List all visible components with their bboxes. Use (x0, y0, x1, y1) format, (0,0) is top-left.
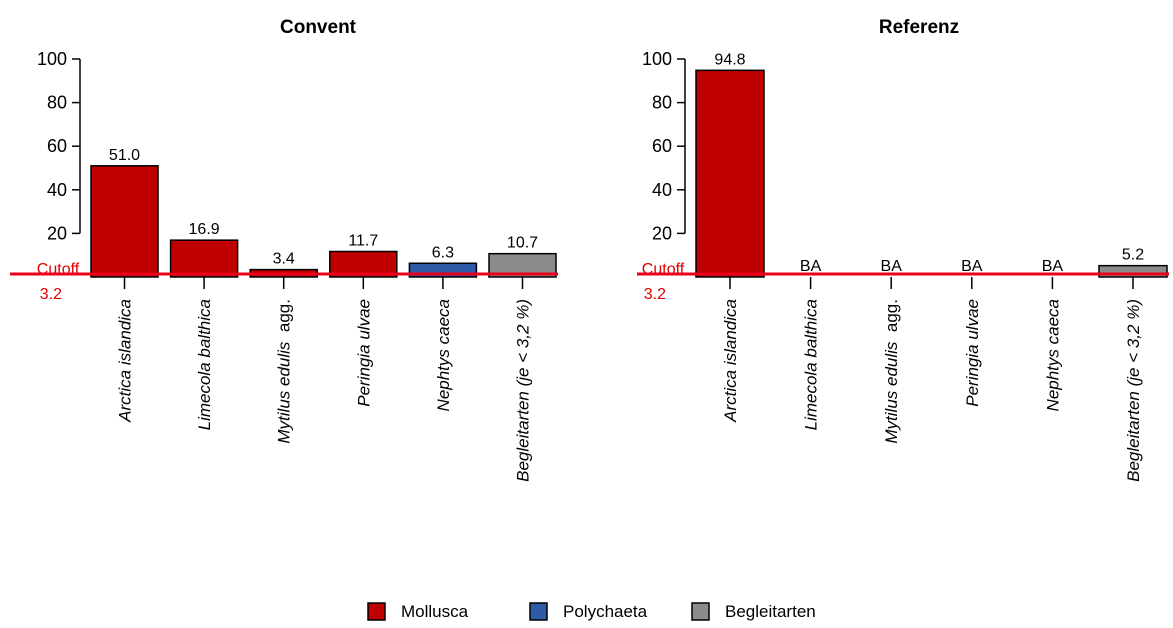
x-category-label: Arctica islandica (721, 299, 740, 423)
legend: Mollusca Polychaeta Begleitarten (367, 602, 816, 621)
x-category-label: Peringia ulvae (963, 299, 982, 407)
bar-value-label: 5.2 (1122, 247, 1144, 264)
bar-value-label: 16.9 (189, 221, 220, 238)
y-tick-label: 100 (37, 49, 67, 69)
x-category-label: Arctica islandica (116, 299, 135, 423)
bar-value-label: BA (881, 258, 903, 275)
y-tick-label: 20 (47, 223, 67, 243)
bar-value-label: BA (961, 258, 983, 275)
x-category-label: Begleitarten (je < 3,2 %) (1124, 299, 1143, 482)
y-tick-label: 80 (652, 93, 672, 113)
y-tick-label: 40 (652, 180, 672, 200)
legend-swatch (691, 602, 710, 621)
y-tick-label: 40 (47, 180, 67, 200)
y-tick-label: 60 (47, 136, 67, 156)
legend-label: Mollusca (401, 602, 469, 621)
bar-value-label: 3.4 (273, 251, 295, 268)
y-tick-label: 80 (47, 93, 67, 113)
bar (90, 165, 159, 278)
legend-swatch (529, 602, 548, 621)
y-tick-label: 100 (642, 49, 672, 69)
chart-title: Referenz (879, 17, 959, 38)
x-category-label: Mytilus edulis agg. (275, 299, 294, 444)
cutoff-value-label: 3.2 (644, 286, 666, 303)
y-tick-label: 20 (652, 223, 672, 243)
bar-value-label: 11.7 (348, 232, 378, 249)
bar-value-label: 51.0 (109, 147, 140, 164)
bar-value-label: 6.3 (432, 244, 454, 261)
chart-panel-1: Referenz20406080100Cutoff3.294.8Arctica … (637, 17, 1169, 482)
chart-title: Convent (280, 17, 357, 38)
x-category-label: Limecola balthica (195, 299, 214, 430)
x-category-label: Mytilus edulis agg. (882, 299, 901, 444)
x-category-label: Begleitarten (je < 3,2 %) (514, 299, 533, 482)
x-category-label: Nephtys caeca (1043, 299, 1062, 411)
bar-value-label: BA (1042, 258, 1064, 275)
x-category-label: Limecola balthica (802, 299, 821, 430)
bar (695, 69, 765, 278)
bar-value-label: 10.7 (507, 235, 538, 252)
bar-value-label: 94.8 (714, 51, 745, 68)
legend-swatch (367, 602, 386, 621)
bar (169, 239, 239, 278)
legend-label: Begleitarten (725, 602, 816, 621)
y-tick-label: 60 (652, 136, 672, 156)
x-category-label: Nephtys caeca (434, 299, 453, 411)
bar-value-label: BA (800, 258, 822, 275)
x-category-label: Peringia ulvae (354, 299, 373, 407)
cutoff-value-label: 3.2 (40, 286, 62, 303)
legend-label: Polychaeta (563, 602, 648, 621)
